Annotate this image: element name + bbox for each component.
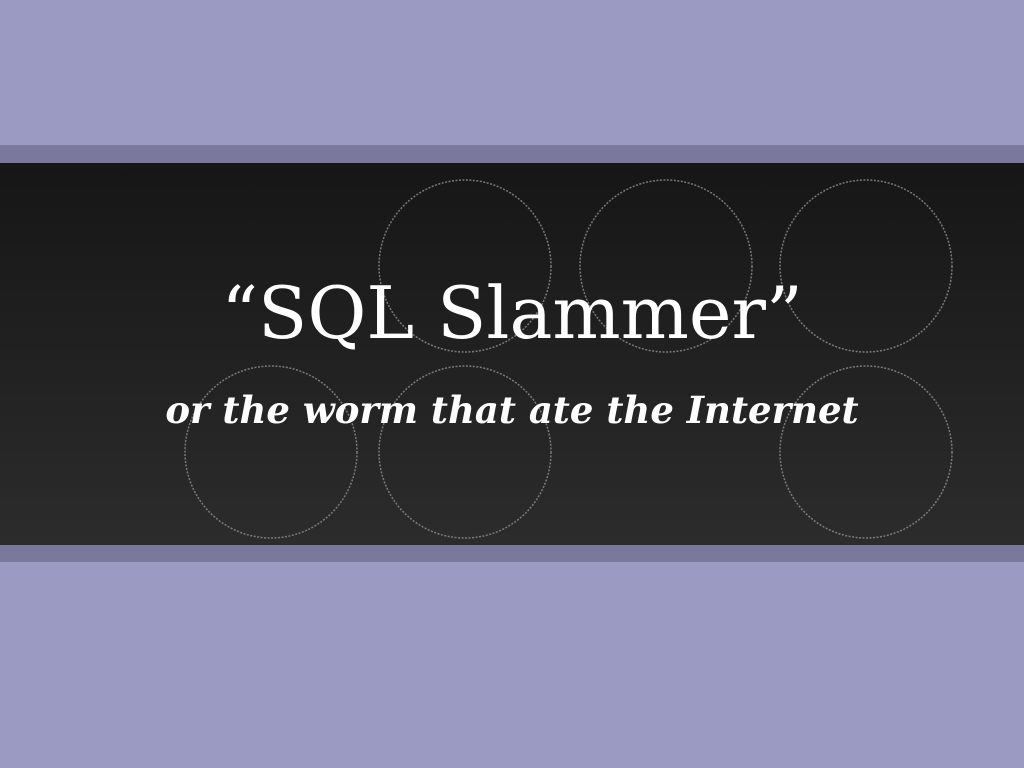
- decorative-circle: [779, 179, 953, 353]
- decorative-circle: [779, 365, 953, 539]
- decorative-circles: [184, 179, 953, 539]
- slide-subtitle: or the worm that ate the Internet: [165, 388, 859, 432]
- band-bottom-edge: [0, 545, 1024, 562]
- decorative-circle: [579, 179, 753, 353]
- slide-title: “SQL Slammer”: [221, 271, 803, 355]
- band-top-edge: [0, 145, 1024, 163]
- decorative-circle: [184, 365, 358, 539]
- decorative-circle: [378, 365, 552, 539]
- decorative-circle: [378, 179, 552, 353]
- title-band: “SQL Slammer” or the worm that ate the I…: [0, 163, 1024, 545]
